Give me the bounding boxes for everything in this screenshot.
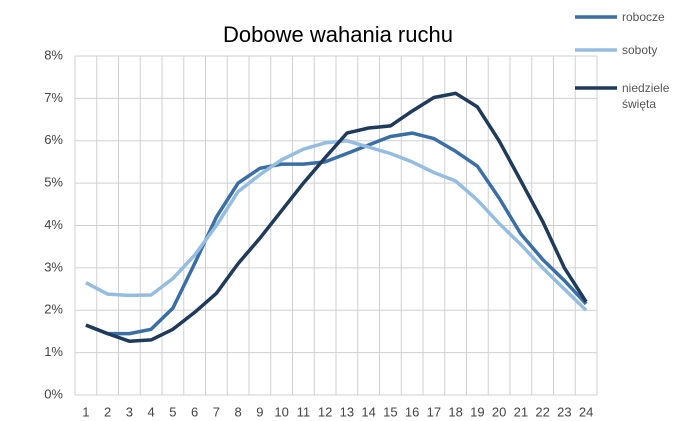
x-tick-label: 6 [191, 404, 198, 419]
x-tick-label: 24 [579, 404, 593, 419]
x-tick-label: 22 [535, 404, 549, 419]
y-tick-label: 1% [44, 344, 63, 359]
x-tick-label: 7 [213, 404, 220, 419]
y-tick-label: 6% [44, 132, 63, 147]
x-tick-label: 17 [427, 404, 441, 419]
legend-label: soboty [622, 43, 658, 57]
x-tick-label: 19 [470, 404, 484, 419]
x-tick-label: 16 [405, 404, 419, 419]
x-tick-label: 14 [361, 404, 375, 419]
x-tick-label: 18 [448, 404, 462, 419]
legend-label: robocze [622, 10, 665, 24]
y-tick-label: 0% [44, 386, 63, 401]
x-tick-label: 12 [318, 404, 332, 419]
legend-label: niedziele święta [622, 81, 670, 111]
x-tick-label: 20 [492, 404, 506, 419]
y-tick-label: 4% [44, 217, 63, 232]
x-tick-label: 1 [82, 404, 89, 419]
y-tick-label: 8% [44, 47, 63, 62]
x-tick-label: 5 [169, 404, 176, 419]
y-tick-label: 2% [44, 302, 63, 317]
x-tick-label: 2 [104, 404, 111, 419]
x-tick-label: 21 [514, 404, 528, 419]
y-tick-label: 7% [44, 90, 63, 105]
x-tick-label: 15 [383, 404, 397, 419]
x-tick-label: 10 [274, 404, 288, 419]
x-tick-label: 23 [557, 404, 571, 419]
x-tick-label: 3 [126, 404, 133, 419]
y-tick-label: 5% [44, 175, 63, 190]
x-tick-label: 11 [297, 404, 311, 419]
series-line [85, 91, 588, 343]
series-line [85, 139, 588, 312]
x-tick-label: 13 [340, 404, 354, 419]
x-tick-label: 9 [256, 404, 263, 419]
series-line [85, 131, 588, 336]
y-tick-label: 3% [44, 259, 63, 274]
x-tick-label: 4 [148, 404, 155, 419]
x-tick-label: 8 [235, 404, 242, 419]
chart-title: Dobowe wahania ruchu [223, 22, 453, 47]
